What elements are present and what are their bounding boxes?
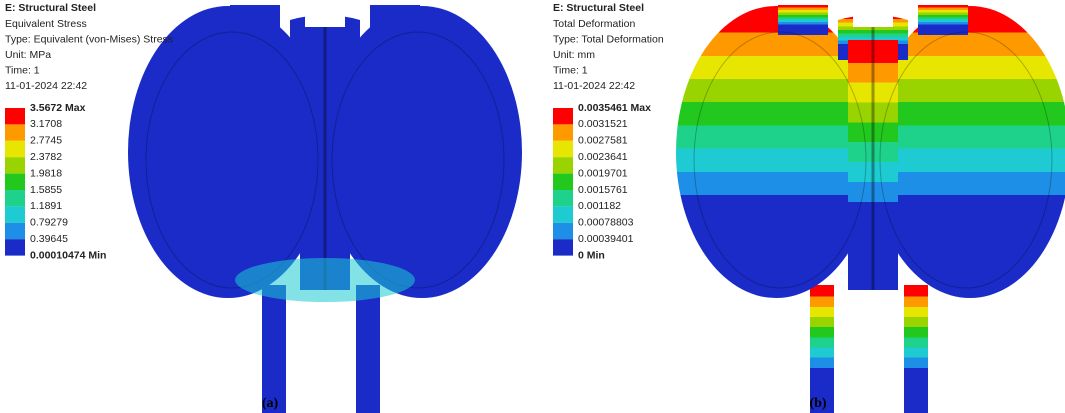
notch bbox=[853, 5, 893, 27]
header-line: Total Deformation bbox=[553, 18, 635, 30]
notch bbox=[305, 5, 345, 27]
legend-label: 0.0027581 bbox=[578, 135, 628, 147]
header-line: Equivalent Stress bbox=[5, 18, 87, 30]
legend-label: 0.00039401 bbox=[578, 233, 634, 245]
header-line: Type: Total Deformation bbox=[553, 33, 664, 45]
panel: E: Structural Steel Total Deformation Type… bbox=[553, 2, 1065, 413]
legend-label: 3.1708 bbox=[30, 118, 62, 130]
legend-label: 1.9818 bbox=[30, 167, 62, 179]
cavity bbox=[693, 31, 867, 289]
legend-swatch bbox=[553, 239, 573, 256]
legend-label: 2.3782 bbox=[30, 151, 62, 163]
header-line: Type: Equivalent (von-Mises) Stress bbox=[5, 33, 173, 45]
cavity bbox=[145, 31, 319, 289]
legend-label: 2.7745 bbox=[30, 135, 62, 147]
header-line: Unit: mm bbox=[553, 49, 595, 61]
legend-label: 0.0015761 bbox=[578, 184, 628, 196]
legend-swatch bbox=[553, 140, 573, 158]
header-line: Unit: MPa bbox=[5, 49, 51, 61]
legend-label: 0.79279 bbox=[30, 217, 68, 229]
legend-swatch bbox=[5, 124, 25, 141]
legend-swatch bbox=[5, 108, 25, 125]
legend-swatch bbox=[553, 124, 573, 141]
stress-zone bbox=[235, 258, 415, 302]
legend-label: 0.001182 bbox=[578, 200, 621, 212]
cavity bbox=[331, 31, 505, 289]
legend-label: 1.1891 bbox=[30, 200, 62, 212]
legend-label: 0.0031521 bbox=[578, 118, 628, 130]
legend-swatch bbox=[553, 190, 573, 207]
legend-swatch bbox=[553, 157, 573, 174]
legend-swatch bbox=[553, 222, 573, 240]
legend-label: 0.0019701 bbox=[578, 167, 628, 179]
legend-swatch bbox=[5, 239, 25, 256]
header-line: Time: 1 bbox=[5, 64, 40, 76]
header-line: 11-01-2024 22:42 bbox=[5, 80, 87, 92]
legend-swatch bbox=[5, 157, 25, 174]
header-line: Time: 1 bbox=[553, 64, 588, 76]
header-title: E: Structural Steel bbox=[553, 2, 644, 14]
legend-swatch bbox=[5, 173, 25, 190]
header-title: E: Structural Steel bbox=[5, 2, 96, 14]
legend-label: 0.0023641 bbox=[578, 151, 628, 163]
legend-label: 0.00010474 Min bbox=[30, 249, 106, 261]
legend-swatch bbox=[5, 222, 25, 240]
legend-swatch bbox=[553, 206, 573, 223]
legend-swatch bbox=[553, 108, 573, 125]
legend-label: 3.5672 Max bbox=[30, 102, 86, 114]
legend-swatch bbox=[553, 173, 573, 190]
legend-label: 0.00078803 bbox=[578, 217, 634, 229]
header-line: 11-01-2024 22:42 bbox=[553, 80, 635, 92]
legend-label: 0.0035461 Max bbox=[578, 102, 651, 114]
legend-label: 0 Min bbox=[578, 249, 605, 261]
caption: (a) bbox=[262, 396, 279, 411]
panel: E: Structural Steel Equivalent Stress Type… bbox=[5, 2, 522, 413]
legend-swatch bbox=[5, 206, 25, 223]
legend-label: 1.5855 bbox=[30, 184, 62, 196]
legend-swatch bbox=[5, 140, 25, 158]
legend-label: 0.39645 bbox=[30, 233, 68, 245]
model-shell bbox=[676, 5, 1065, 413]
caption: (b) bbox=[809, 396, 826, 411]
cavity bbox=[879, 31, 1053, 289]
legend-swatch bbox=[5, 190, 25, 207]
